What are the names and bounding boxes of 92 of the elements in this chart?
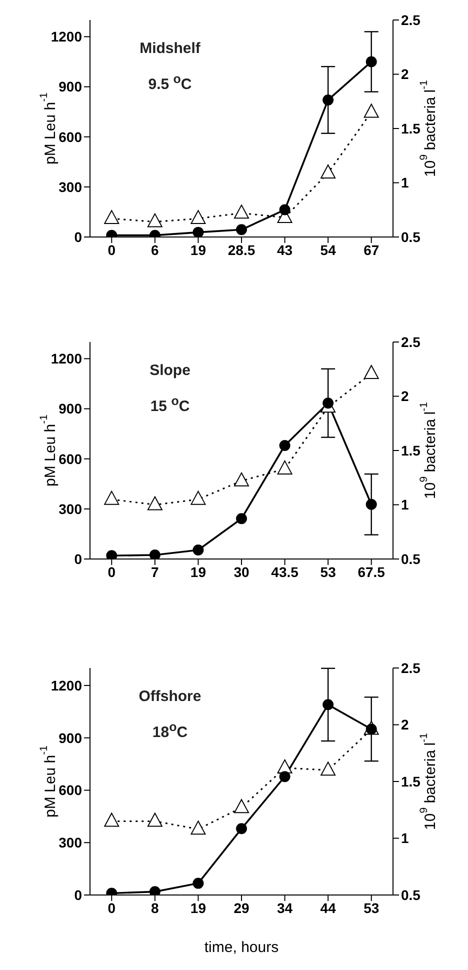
point xyxy=(366,498,377,510)
y2-tick-label: 2.5 xyxy=(401,660,421,676)
y-tick-label: 1200 xyxy=(50,28,82,45)
y2-tick-label: 0.5 xyxy=(401,228,421,245)
y2-tick-label: 1.5 xyxy=(401,442,421,458)
x-tick-label: 19 xyxy=(190,242,206,258)
point xyxy=(236,823,247,834)
y-tick-label: 300 xyxy=(58,834,82,851)
x-tick-label: 7 xyxy=(151,564,160,580)
y2-tick-label: 2.5 xyxy=(401,334,421,350)
x-tick-label: 43.5 xyxy=(271,564,299,580)
x-tick-label: 28.5 xyxy=(228,242,256,258)
point xyxy=(279,440,290,451)
x-axis-title: time, hours xyxy=(204,939,279,956)
x-tick-label: 0 xyxy=(108,564,116,580)
point xyxy=(190,820,206,835)
point xyxy=(234,204,249,219)
y-tick-label: 0 xyxy=(74,550,82,567)
point xyxy=(320,762,336,776)
x-tick-label: 34 xyxy=(276,900,293,916)
point xyxy=(190,210,206,224)
x-tick-label: 53 xyxy=(320,564,336,580)
y-tick-label: 900 xyxy=(58,78,82,95)
annotation: Offshore xyxy=(138,687,202,707)
x-tick-label: 44 xyxy=(320,900,336,916)
point xyxy=(192,878,204,889)
point xyxy=(322,699,334,710)
x-tick-label: 6 xyxy=(151,242,160,258)
point xyxy=(320,164,336,178)
y-tick-label: 1200 xyxy=(50,350,82,367)
y2-tick-label: 1 xyxy=(401,496,409,513)
y-tick-label: 1200 xyxy=(50,677,82,694)
y2-tick-label: 1.5 xyxy=(401,120,421,136)
x-tick-label: 54 xyxy=(320,242,336,258)
x-tick-label: 29 xyxy=(234,900,250,916)
y2-tick-label: 2 xyxy=(401,716,409,733)
point xyxy=(147,812,162,827)
annotation: 18$^{o}$C xyxy=(151,719,189,743)
y2-tick-label: 0.5 xyxy=(401,886,421,903)
x-tick-label: 43 xyxy=(276,242,293,258)
point xyxy=(104,812,120,827)
point xyxy=(277,460,292,474)
y2-tick-label: 2 xyxy=(401,66,409,82)
point xyxy=(147,213,162,228)
y-tick-label: 0 xyxy=(74,228,82,245)
point xyxy=(104,490,120,505)
point xyxy=(190,490,206,505)
point xyxy=(149,886,160,895)
x-tick-label: 67 xyxy=(364,242,380,258)
point xyxy=(147,496,162,510)
point xyxy=(106,550,118,559)
y-tick-label: 300 xyxy=(58,178,82,195)
point xyxy=(234,472,249,486)
point xyxy=(279,771,290,782)
y-tick-label: 900 xyxy=(58,400,82,417)
point xyxy=(149,549,160,559)
y2-tick-label: 1.5 xyxy=(401,773,421,790)
point xyxy=(192,544,204,556)
y-tick-label: 300 xyxy=(58,500,82,517)
point xyxy=(364,104,379,118)
y2-tick-label: 1 xyxy=(401,174,409,191)
point xyxy=(234,799,249,814)
point xyxy=(322,94,334,106)
point xyxy=(104,210,120,224)
y2-tick-label: 2.5 xyxy=(401,12,421,28)
y-tick-label: 0 xyxy=(74,886,82,903)
y2-tick-label: 0.5 xyxy=(401,550,421,567)
x-tick-label: 8 xyxy=(151,900,160,916)
annotation: 9.5 $^{o}$C xyxy=(147,71,193,95)
point xyxy=(236,224,247,236)
y-tick-label: 600 xyxy=(58,782,82,798)
point xyxy=(364,364,379,379)
x-tick-label: 53 xyxy=(364,900,380,916)
annotation: Midshelf xyxy=(138,39,202,59)
x-tick-label: 19 xyxy=(190,900,206,916)
annotation: Slope xyxy=(148,361,192,381)
annotation: 15 $^{o}$C xyxy=(149,393,191,417)
y2-tick-label: 1 xyxy=(401,830,409,846)
point xyxy=(236,513,247,524)
x-tick-label: 0 xyxy=(108,900,116,916)
x-tick-label: 0 xyxy=(108,242,116,258)
point xyxy=(322,398,334,409)
y-tick-label: 600 xyxy=(58,450,82,467)
y-tick-label: 600 xyxy=(58,128,82,145)
y2-tick-label: 2 xyxy=(401,388,409,404)
point xyxy=(192,226,204,237)
x-tick-label: 30 xyxy=(234,564,250,580)
x-tick-label: 67.5 xyxy=(358,564,386,580)
y-tick-label: 900 xyxy=(58,730,82,746)
x-tick-label: 19 xyxy=(190,564,206,580)
point xyxy=(366,56,377,68)
point xyxy=(279,204,290,216)
